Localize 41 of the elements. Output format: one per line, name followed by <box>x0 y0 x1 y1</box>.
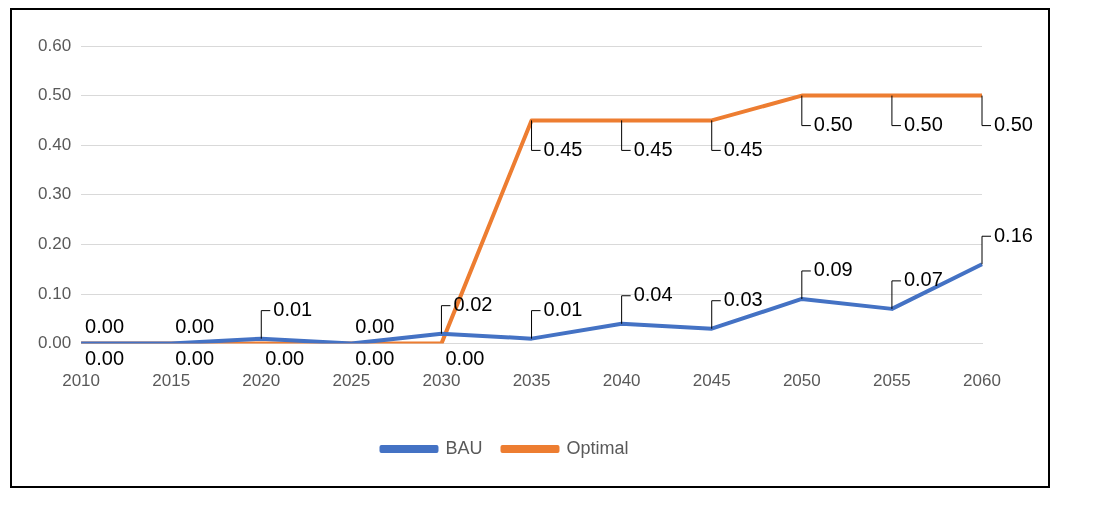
data-label: 0.03 <box>723 288 763 311</box>
data-label: 0.00 <box>175 347 215 370</box>
x-tick-label: 2030 <box>422 371 461 391</box>
text: 0.20 <box>37 234 72 254</box>
data-label: 0.50 <box>903 113 943 136</box>
data-label: 0.07 <box>903 268 943 291</box>
text: 0.30 <box>37 184 72 204</box>
x-tick-label: 2055 <box>872 371 911 391</box>
x-tick-label: 2040 <box>602 371 641 391</box>
data-label: 0.00 <box>175 315 215 338</box>
text: 0.40 <box>37 134 72 154</box>
data-label: 0.00 <box>355 347 395 370</box>
data-label: 0.16 <box>994 223 1033 246</box>
x-tick-label: 2015 <box>152 371 191 391</box>
data-label: 0.00 <box>265 347 305 370</box>
data-label: 0.09 <box>813 258 853 281</box>
data-label: 0.50 <box>813 113 853 136</box>
data-label: 0.04 <box>633 283 673 306</box>
text: 0.10 <box>37 283 72 303</box>
data-label: 0.00 <box>85 315 125 338</box>
x-tick-label: 2010 <box>62 371 100 391</box>
text: 0.00 <box>37 333 72 353</box>
data-label: 0.45 <box>723 137 763 160</box>
x-tick-label: 2035 <box>512 371 551 391</box>
data-label: 0.45 <box>543 137 583 160</box>
x-tick-label: 2060 <box>963 371 1001 391</box>
data-label: 0.01 <box>543 298 583 321</box>
data-label: 0.00 <box>445 347 485 370</box>
legend-label: BAU <box>445 437 483 458</box>
text: 0.60 <box>37 35 72 55</box>
x-tick-label: 2045 <box>692 371 731 391</box>
x-tick-label: 2050 <box>782 371 821 391</box>
data-label: 0.00 <box>85 347 125 370</box>
data-label: 0.50 <box>994 113 1033 136</box>
data-label: 0.45 <box>633 137 673 160</box>
data-label: 0.01 <box>273 298 313 321</box>
data-label: 0.00 <box>355 315 395 338</box>
legend-label: Optimal <box>566 437 629 458</box>
x-tick-label: 2025 <box>332 371 371 391</box>
x-tick-label: 2020 <box>242 371 281 391</box>
text: 0.50 <box>37 85 72 105</box>
